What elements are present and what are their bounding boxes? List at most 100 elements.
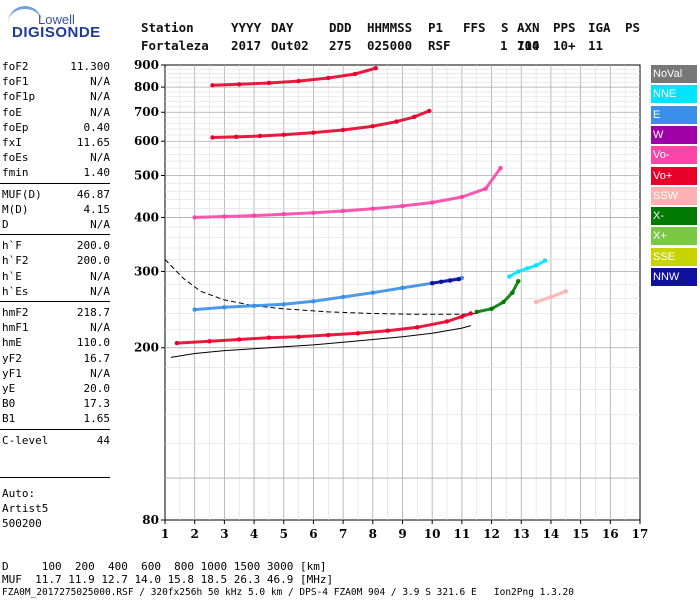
param-value: N/A [90, 151, 110, 165]
trace-point [326, 75, 331, 81]
trace-point [311, 299, 316, 304]
x-tick-label: 8 [369, 527, 377, 541]
logo-arc [8, 6, 42, 39]
trace-point [311, 210, 316, 216]
trace-point [516, 278, 521, 284]
footer-file-info: FZA0M_2017275025000.RSF / 320fx256h 50 k… [2, 587, 574, 598]
param-row: foE N/A [2, 106, 110, 120]
trace-point [412, 114, 417, 120]
trace-point [400, 285, 405, 291]
header-value: Out02 [271, 38, 309, 53]
param-separator [0, 182, 110, 184]
x-tick-label: 14 [543, 527, 560, 541]
param-name: fmin [2, 166, 29, 180]
auto-label: Auto: [2, 487, 36, 500]
trace-point [510, 290, 515, 295]
param-row: foEp 0.40 [2, 121, 110, 135]
header-value: 10+ [553, 38, 576, 53]
y-tick-label: 900 [134, 58, 159, 72]
header-label: DAY [271, 20, 294, 35]
header-label: PS [625, 20, 641, 35]
trace-point [237, 82, 242, 87]
trace-line [211, 109, 431, 139]
x-tick-label: 9 [398, 527, 406, 541]
trace-line [193, 276, 464, 312]
x-tick-label: 1 [161, 527, 169, 541]
y-tick-label: 400 [134, 210, 159, 224]
param-separator [0, 301, 110, 302]
param-name: h`F [2, 239, 22, 253]
param-value: N/A [90, 284, 110, 298]
param-name: MUF(D) [2, 187, 42, 201]
footer-muf: MUF 11.7 11.9 12.7 14.0 15.8 18.5 26.3 4… [2, 573, 334, 586]
curve-dashed [164, 259, 477, 315]
param-separator [0, 234, 110, 236]
param-name: yE [2, 382, 16, 395]
trace-point [444, 319, 450, 324]
trace-point [281, 211, 286, 217]
trace-point [429, 200, 435, 205]
trace-point [251, 303, 257, 309]
trace-point [207, 339, 212, 344]
header-label: DDD [329, 20, 352, 35]
param-value: 17.3 [83, 397, 111, 411]
param-name: foF1p [2, 90, 36, 104]
param-name: M(D) [2, 202, 29, 216]
header-value: RSF [428, 38, 451, 53]
header-value: 1 [500, 38, 508, 53]
trace-point [311, 130, 316, 135]
legend-item: X- [651, 207, 697, 226]
trace-line [175, 312, 473, 345]
y-tick-label: 80 [142, 513, 159, 527]
logo-text-lowell: Lowell [38, 12, 75, 27]
param-separator [0, 477, 110, 478]
trace-point [501, 299, 506, 305]
trace-point [533, 299, 539, 305]
param-name: B1 [2, 412, 16, 426]
x-tick-label: 2 [191, 527, 199, 541]
param-name: foEs [2, 151, 29, 165]
trace-point [296, 78, 301, 84]
legend-item: NNE [651, 85, 697, 104]
param-row: B0 17.3 [2, 397, 110, 411]
trace-point [266, 80, 272, 86]
trace-point [373, 65, 378, 71]
header-value: 714 [517, 38, 540, 53]
trace-point [266, 335, 272, 340]
trace-point [429, 280, 435, 286]
header-label: YYYY [231, 20, 262, 35]
trace-line [193, 166, 502, 219]
trace-point [438, 279, 444, 285]
trace-point [340, 127, 346, 133]
param-row: M(D) 4.15 [2, 203, 110, 217]
param-row: foF2 11.300 [2, 60, 110, 74]
param-value: N/A [90, 218, 110, 231]
trace-point [394, 119, 399, 124]
param-name: foEp [2, 120, 29, 134]
header-value: 11 [588, 38, 604, 53]
header-value: Fortaleza [141, 38, 209, 53]
param-row: hmE 110.0 [2, 336, 110, 350]
x-tick-label: 3 [220, 527, 228, 541]
param-value: 200.0 [76, 239, 110, 253]
y-tick-label: 500 [134, 168, 159, 182]
auto-artist: Artist5 [2, 502, 49, 515]
header-label: HHMMSS [367, 20, 413, 35]
param-name: h`F2 [2, 254, 29, 268]
header-label: Station [141, 20, 194, 35]
header-label: P1 [428, 20, 444, 35]
trace-point [447, 278, 453, 283]
trace-point [456, 276, 462, 282]
trace-point [524, 266, 530, 271]
param-value: 0.40 [83, 120, 111, 134]
curve-solid [170, 325, 471, 358]
x-tick-label: 7 [339, 527, 347, 541]
trace-point [326, 332, 331, 338]
param-name: hmE [2, 336, 22, 350]
trace-point [548, 294, 554, 300]
param-row: h`E N/A [2, 270, 110, 284]
param-row: fxI 11.65 [2, 136, 110, 150]
x-tick-label: 16 [602, 527, 619, 541]
param-row: fmin 1.40 [2, 166, 110, 180]
header-label: IGA [588, 20, 611, 35]
